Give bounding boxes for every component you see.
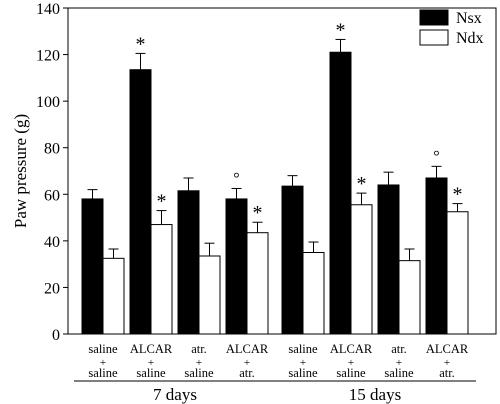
significance-star: * bbox=[157, 191, 167, 213]
bar-ndx bbox=[302, 252, 325, 335]
significance-star: * bbox=[253, 202, 263, 224]
bar-nsx bbox=[177, 190, 200, 335]
bar-ndx bbox=[198, 255, 221, 335]
bar-nsx bbox=[281, 185, 304, 335]
category-label-line1: ALCAR bbox=[226, 342, 269, 356]
significance-star: * bbox=[357, 173, 367, 195]
category-label-line2: saline bbox=[136, 366, 166, 380]
category-label-line2: saline bbox=[336, 366, 366, 380]
category-label-plus: + bbox=[148, 357, 154, 369]
y-tick-label: 100 bbox=[36, 94, 60, 111]
category-label-plus: + bbox=[396, 357, 402, 369]
category-label-plus: + bbox=[196, 357, 202, 369]
category-label-line2: saline bbox=[384, 366, 414, 380]
group-label: 15 days bbox=[349, 385, 401, 404]
y-axis-label: Paw pressure (g) bbox=[11, 114, 30, 228]
y-tick-label: 140 bbox=[36, 1, 60, 18]
category-labels: saline+salineALCAR+salineatr.+salineALCA… bbox=[74, 342, 476, 404]
y-tick-label: 60 bbox=[44, 187, 60, 204]
category-label-plus: + bbox=[444, 357, 450, 369]
y-tick-label: 40 bbox=[44, 234, 60, 251]
category-label-line2: saline bbox=[288, 366, 318, 380]
category-label-plus: + bbox=[100, 357, 106, 369]
bar-ndx bbox=[350, 204, 373, 335]
bar-ndx bbox=[102, 257, 125, 335]
category-label-line1: saline bbox=[88, 342, 118, 356]
y-tick-label: 20 bbox=[44, 280, 60, 297]
bar-nsx bbox=[377, 184, 400, 335]
bar-nsx bbox=[425, 177, 448, 335]
category-label-line2: saline bbox=[184, 366, 214, 380]
significance-star: * bbox=[136, 33, 146, 55]
y-tick-label: 120 bbox=[36, 48, 60, 65]
bars: * * ° * * * ° * bbox=[81, 19, 469, 335]
bar-ndx bbox=[150, 224, 173, 335]
legend-label-ndx: Ndx bbox=[456, 30, 484, 47]
y-tick-label: 80 bbox=[44, 141, 60, 158]
category-label-line2: atr. bbox=[439, 366, 455, 380]
bar-nsx bbox=[81, 198, 104, 335]
category-label-line1: saline bbox=[288, 342, 318, 356]
bar-nsx bbox=[329, 51, 352, 335]
y-tick-label: 0 bbox=[52, 327, 60, 344]
category-label-line1: atr. bbox=[191, 342, 207, 356]
bar-nsx bbox=[129, 69, 152, 335]
significance-star: * bbox=[453, 184, 463, 206]
bar-nsx bbox=[225, 198, 248, 335]
group-label: 7 days bbox=[153, 385, 197, 404]
bar-ndx bbox=[246, 232, 269, 335]
significance-star: * bbox=[336, 19, 346, 41]
category-label-line1: ALCAR bbox=[130, 342, 173, 356]
category-label-line2: saline bbox=[88, 366, 118, 380]
category-label-line1: atr. bbox=[391, 342, 407, 356]
legend-label-nsx: Nsx bbox=[456, 10, 482, 27]
category-label-line2: atr. bbox=[239, 366, 255, 380]
legend: Nsx Ndx bbox=[419, 9, 484, 47]
significance-circle: ° bbox=[233, 170, 239, 187]
bar-ndx bbox=[446, 211, 469, 335]
legend-swatch-nsx bbox=[419, 9, 449, 26]
significance-circle: ° bbox=[433, 148, 439, 165]
category-label-line1: ALCAR bbox=[426, 342, 469, 356]
bar-ndx bbox=[398, 260, 421, 335]
category-label-plus: + bbox=[244, 357, 250, 369]
category-label-line1: ALCAR bbox=[330, 342, 373, 356]
category-label-plus: + bbox=[348, 357, 354, 369]
category-label-plus: + bbox=[300, 357, 306, 369]
legend-swatch-ndx bbox=[419, 29, 449, 46]
